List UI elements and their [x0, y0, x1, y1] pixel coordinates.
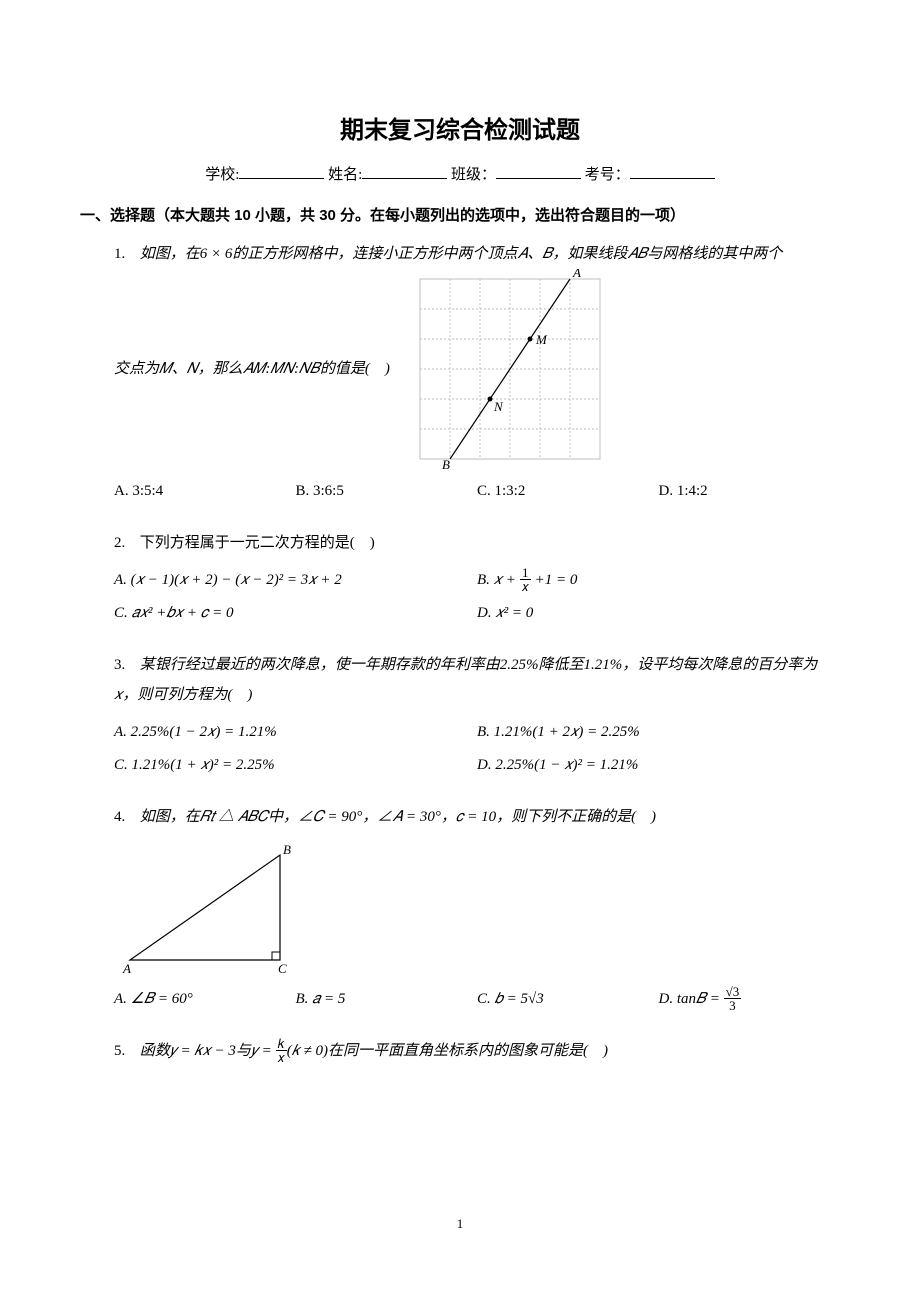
q3-optC: C. 1.21%(1 + 𝑥)² = 2.25%: [114, 749, 477, 782]
q2-optD: D. 𝑥² = 0: [477, 597, 840, 630]
q5-frac-num: 𝑘: [276, 1037, 287, 1051]
question-1: 1. 如图，在6 × 6的正方形网格中，连接小正方形中两个顶点𝐴、𝐵，如果线段𝐴…: [114, 239, 840, 508]
question-3: 3. 某银行经过最近的两次降息，使一年期存款的年利率由2.25%降低至1.21%…: [114, 650, 840, 782]
section-1-heading: 一、选择题（本大题共 10 小题，共 30 分。在每小题列出的选项中，选出符合题…: [80, 204, 840, 225]
q4-text: 如图，在𝑅𝑡 △ 𝐴𝐵𝐶中，∠𝐶 = 90°，∠𝐴 = 30°，𝑐 = 10，则…: [140, 809, 656, 825]
q4-optA: A. ∠𝐵 = 60°: [114, 983, 296, 1016]
q4-optD-pre: D. tan𝐵 =: [659, 991, 724, 1007]
q3-number: 3.: [114, 650, 136, 680]
name-blank: [362, 163, 447, 179]
q1-figure: A B M N: [410, 269, 610, 469]
q2-optB-post: +1 = 0: [531, 572, 578, 588]
q3-optB: B. 1.21%(1 + 2𝑥) = 2.25%: [477, 716, 840, 749]
q5-text: 函数𝑦 = 𝑘𝑥 − 3与𝑦 = 𝑘𝑥(𝑘 ≠ 0)在同一平面直角坐标系内的图象…: [140, 1043, 608, 1059]
q3-text: 某银行经过最近的两次降息，使一年期存款的年利率由2.25%降低至1.21%，设平…: [114, 657, 817, 703]
q5-text-post: (𝑘 ≠ 0)在同一平面直角坐标系内的图象可能是( ): [287, 1043, 608, 1059]
q2-optB: B. 𝑥 + 1𝑥 +1 = 0: [477, 564, 840, 597]
examid-blank: [630, 163, 715, 179]
class-label: 班级：: [451, 167, 496, 183]
q4-optC: C. 𝑏 = 5√3: [477, 983, 659, 1016]
q2-optB-den: 𝑥: [520, 580, 531, 594]
q2-options: A. (𝑥 − 1)(𝑥 + 2) − (𝑥 − 2)² = 3𝑥 + 2 B.…: [114, 564, 840, 630]
name-label: 姓名:: [328, 167, 362, 183]
q1-label-A: A: [572, 269, 581, 280]
q4-optD-num: √3: [724, 985, 742, 999]
exam-title: 期末复习综合检测试题: [80, 110, 840, 145]
q4-optD-den: 3: [724, 999, 742, 1013]
q4-optB: B. 𝑎 = 5: [296, 983, 478, 1016]
q4-label-B: B: [283, 842, 291, 857]
school-label: 学校:: [205, 167, 239, 183]
q2-optB-num: 1: [520, 566, 531, 580]
q4-optD: D. tan𝐵 = √33: [659, 983, 841, 1016]
q3-options: A. 2.25%(1 − 2𝑥) = 1.21% B. 1.21%(1 + 2𝑥…: [114, 716, 840, 782]
q4-label-C: C: [278, 961, 287, 975]
q1-text-b: 交点为𝑀、𝑁，那么𝐴𝑀:𝑀𝑁:𝑁𝐵的值是( ): [114, 354, 390, 384]
q4-options: A. ∠𝐵 = 60° B. 𝑎 = 5 C. 𝑏 = 5√3 D. tan𝐵 …: [114, 983, 840, 1016]
q1-text-a: 如图，在6 × 6的正方形网格中，连接小正方形中两个顶点𝐴、𝐵，如果线段𝐴𝐵与网…: [140, 246, 783, 262]
q1-number: 1.: [114, 239, 136, 269]
student-info-line: 学校: 姓名: 班级： 考号：: [80, 163, 840, 184]
q4-figure: A B C: [120, 840, 840, 975]
q2-optC: C. 𝑎𝑥² +𝑏𝑥 + 𝑐 = 0: [114, 597, 477, 630]
grid-figure-svg: A B M N: [410, 269, 610, 469]
q3-optD: D. 2.25%(1 − 𝑥)² = 1.21%: [477, 749, 840, 782]
question-5: 5. 函数𝑦 = 𝑘𝑥 − 3与𝑦 = 𝑘𝑥(𝑘 ≠ 0)在同一平面直角坐标系内…: [114, 1036, 840, 1066]
question-4: 4. 如图，在𝑅𝑡 △ 𝐴𝐵𝐶中，∠𝐶 = 90°，∠𝐴 = 30°，𝑐 = 1…: [114, 802, 840, 1016]
q3-optA: A. 2.25%(1 − 2𝑥) = 1.21%: [114, 716, 477, 749]
q5-frac-den: 𝑥: [276, 1051, 287, 1065]
triangle-figure-svg: A B C: [120, 840, 310, 975]
q1-options: A. 3:5:4 B. 3:6:5 C. 1:3:2 D. 1:4:2: [114, 475, 840, 508]
page-container: 期末复习综合检测试题 学校: 姓名: 班级： 考号： 一、选择题（本大题共 10…: [0, 0, 920, 1282]
q1-line1: 1. 如图，在6 × 6的正方形网格中，连接小正方形中两个顶点𝐴、𝐵，如果线段𝐴…: [114, 239, 840, 269]
q2-optA: A. (𝑥 − 1)(𝑥 + 2) − (𝑥 − 2)² = 3𝑥 + 2: [114, 564, 477, 597]
page-number: 1: [80, 1216, 840, 1232]
q2-number: 2.: [114, 528, 136, 558]
q2-optB-pre: B. 𝑥 +: [477, 572, 520, 588]
q5-text-pre: 函数𝑦 = 𝑘𝑥 − 3与𝑦 =: [140, 1043, 276, 1059]
question-2: 2. 下列方程属于一元二次方程的是( ) A. (𝑥 − 1)(𝑥 + 2) −…: [114, 528, 840, 630]
q2-text: 下列方程属于一元二次方程的是( ): [140, 535, 375, 551]
q1-optC: C. 1:3:2: [477, 475, 659, 508]
q5-number: 5.: [114, 1036, 136, 1066]
q1-label-N: N: [493, 399, 504, 414]
q1-optB: B. 3:6:5: [296, 475, 478, 508]
class-blank: [496, 163, 581, 179]
q1-label-B: B: [442, 457, 450, 469]
q1-optD: D. 1:4:2: [659, 475, 841, 508]
q1-label-M: M: [535, 332, 548, 347]
q1-row: 交点为𝑀、𝑁，那么𝐴𝑀:𝑀𝑁:𝑁𝐵的值是( ): [114, 269, 840, 469]
q4-label-A: A: [122, 961, 131, 975]
q1-optA: A. 3:5:4: [114, 475, 296, 508]
school-blank: [239, 163, 324, 179]
examid-label: 考号：: [585, 167, 630, 183]
q4-number: 4.: [114, 802, 136, 832]
